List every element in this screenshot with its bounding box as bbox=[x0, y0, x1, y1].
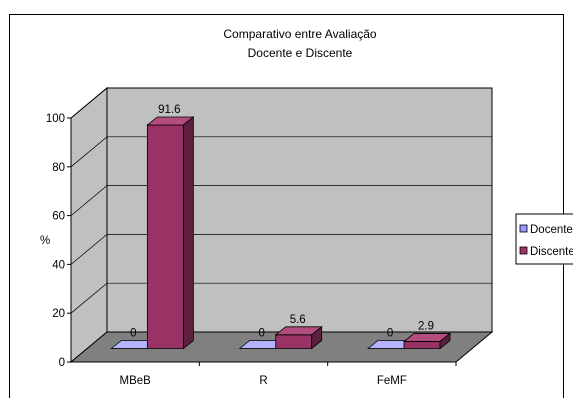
chart-title-line-2: Docente e Discente bbox=[248, 46, 353, 60]
bars bbox=[110, 116, 452, 350]
gridline bbox=[70, 136, 492, 168]
legend-label-docente: Docente bbox=[530, 224, 573, 236]
bar-docente-femf bbox=[366, 340, 416, 349]
y-tick-label: 60 bbox=[52, 211, 65, 223]
data-label-docente: 0 bbox=[387, 328, 393, 340]
legend-swatch-docente bbox=[519, 224, 528, 233]
y-tick-label: 20 bbox=[52, 308, 65, 320]
chart-title-line-1: Comparativo entre Avaliação bbox=[223, 27, 377, 41]
data-label-discente: 5.6 bbox=[290, 314, 306, 326]
y-tick-label: 0 bbox=[59, 357, 65, 369]
data-label-discente: 91.6 bbox=[158, 104, 180, 116]
gridline bbox=[70, 185, 492, 216]
x-axis-ticks: MBeB R FeMF bbox=[120, 362, 457, 387]
x-tick-label: FeMF bbox=[377, 375, 407, 387]
side-wall bbox=[70, 86, 108, 364]
legend: Docente Discente bbox=[515, 213, 573, 265]
data-label-docente: 0 bbox=[258, 328, 264, 340]
legend-swatch-discente bbox=[519, 246, 528, 255]
bar-discente-mbeb bbox=[146, 116, 195, 350]
bar-discente-femf bbox=[402, 332, 452, 350]
gridlines bbox=[70, 87, 492, 314]
chart-title: Comparativo entre Avaliação Docente e Di… bbox=[223, 27, 377, 60]
y-tick-label: 100 bbox=[46, 113, 65, 125]
gridline bbox=[70, 282, 492, 314]
y-axis-ticks: 0 20 40 60 80 100 bbox=[46, 113, 71, 369]
gridline bbox=[70, 87, 492, 119]
x-tick-label: R bbox=[259, 375, 267, 387]
legend-box bbox=[515, 213, 573, 265]
data-label-docente: 0 bbox=[130, 328, 136, 340]
x-tick-label: MBeB bbox=[120, 375, 152, 387]
y-axis-label: % bbox=[40, 235, 50, 247]
y-tick-label: 80 bbox=[52, 162, 65, 174]
gridline bbox=[70, 234, 492, 265]
data-labels: 0 91.6 0 5.6 0 2.9 bbox=[130, 104, 434, 340]
y-tick-label: 40 bbox=[52, 259, 65, 271]
legend-label-discente: Discente bbox=[530, 246, 573, 258]
bar-discente-r bbox=[274, 326, 323, 350]
data-label-discente: 2.9 bbox=[418, 320, 434, 332]
